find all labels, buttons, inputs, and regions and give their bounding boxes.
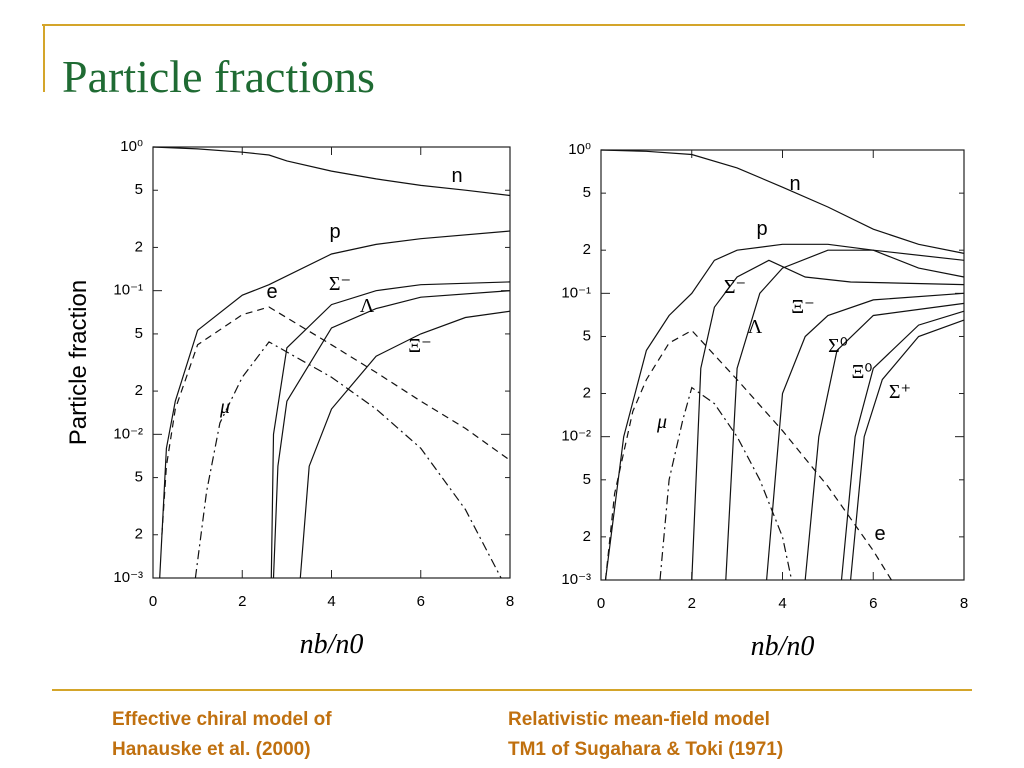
series-line bbox=[152, 146, 511, 197]
y-tick-label: 2 bbox=[583, 528, 591, 545]
series-label: Σ⁺ bbox=[889, 381, 911, 403]
y-tick-label: 5 bbox=[135, 469, 143, 486]
series-label: Λ bbox=[748, 316, 763, 338]
y-tick-label: 10⁻² bbox=[561, 428, 591, 445]
series-line bbox=[299, 310, 511, 579]
y-tick-label: 5 bbox=[135, 325, 143, 342]
series-line bbox=[194, 341, 502, 579]
x-tick-label: 2 bbox=[688, 595, 696, 612]
series-line bbox=[850, 319, 965, 581]
y-tick-label: 2 bbox=[583, 241, 591, 258]
x-tick-label: 6 bbox=[869, 595, 877, 612]
series-label: Ξ⁻ bbox=[408, 335, 431, 357]
y-tick-label: 10⁻³ bbox=[113, 569, 143, 586]
x-tick-label: 4 bbox=[778, 595, 786, 612]
series-label: Σ⁰ bbox=[828, 335, 848, 357]
y-tick-label: 5 bbox=[583, 471, 591, 488]
series-label: Λ bbox=[360, 295, 375, 317]
series-line bbox=[272, 290, 511, 579]
series-line bbox=[159, 230, 511, 579]
x-axis-label: nb/n0 bbox=[300, 629, 364, 660]
series-line bbox=[604, 329, 892, 581]
x-tick-label: 8 bbox=[960, 595, 968, 612]
x-tick-label: 0 bbox=[149, 593, 157, 610]
x-tick-label: 8 bbox=[506, 593, 514, 610]
caption: Relativistic mean-field model bbox=[508, 709, 770, 730]
y-axis-label: Particle fraction bbox=[65, 280, 92, 445]
x-tick-label: 0 bbox=[597, 595, 605, 612]
series-label: μ bbox=[219, 396, 230, 418]
series-label: p bbox=[329, 221, 340, 243]
y-tick-label: 2 bbox=[583, 384, 591, 401]
y-tick-label: 5 bbox=[583, 184, 591, 201]
series-line bbox=[691, 259, 965, 581]
series-label: μ bbox=[656, 411, 667, 433]
y-tick-label: 10⁻³ bbox=[561, 571, 591, 588]
x-axis-label: nb/n0 bbox=[751, 631, 815, 662]
y-tick-label: 10⁰ bbox=[120, 138, 143, 155]
series-line bbox=[161, 306, 511, 535]
caption: Hanauske et al. (2000) bbox=[112, 739, 311, 760]
series-label: e bbox=[874, 523, 885, 545]
y-tick-label: 10⁻¹ bbox=[113, 282, 143, 299]
x-tick-label: 4 bbox=[327, 593, 335, 610]
series-label: e bbox=[266, 281, 277, 303]
y-tick-label: 5 bbox=[135, 181, 143, 198]
series-line bbox=[604, 243, 965, 581]
y-tick-label: 2 bbox=[135, 526, 143, 543]
series-label: n bbox=[789, 173, 800, 195]
plot-frame bbox=[152, 146, 511, 579]
series-label: n bbox=[451, 165, 462, 187]
slide-title: Particle fractions bbox=[62, 51, 375, 102]
series-label: Ξ⁻ bbox=[791, 296, 814, 318]
y-tick-label: 5 bbox=[583, 327, 591, 344]
x-tick-label: 6 bbox=[417, 593, 425, 610]
series-label: Σ⁻ bbox=[329, 273, 351, 295]
series-line bbox=[659, 386, 793, 581]
y-tick-label: 10⁻¹ bbox=[561, 284, 591, 301]
series-line bbox=[725, 249, 965, 581]
y-tick-label: 10⁻² bbox=[113, 425, 143, 442]
caption: TM1 of Sugahara & Toki (1971) bbox=[508, 739, 783, 760]
series-line bbox=[804, 302, 965, 581]
series-label: Ξ⁰ bbox=[852, 361, 873, 383]
y-tick-label: 2 bbox=[135, 238, 143, 255]
series-line bbox=[840, 310, 965, 581]
series-line bbox=[600, 149, 965, 254]
series-label: Σ⁻ bbox=[724, 276, 746, 298]
series-line bbox=[270, 281, 511, 579]
caption: Effective chiral model of bbox=[112, 709, 332, 730]
y-tick-label: 2 bbox=[135, 382, 143, 399]
x-tick-label: 2 bbox=[238, 593, 246, 610]
y-tick-label: 10⁰ bbox=[568, 141, 591, 158]
series-line bbox=[766, 292, 965, 581]
series-label: p bbox=[756, 218, 767, 240]
